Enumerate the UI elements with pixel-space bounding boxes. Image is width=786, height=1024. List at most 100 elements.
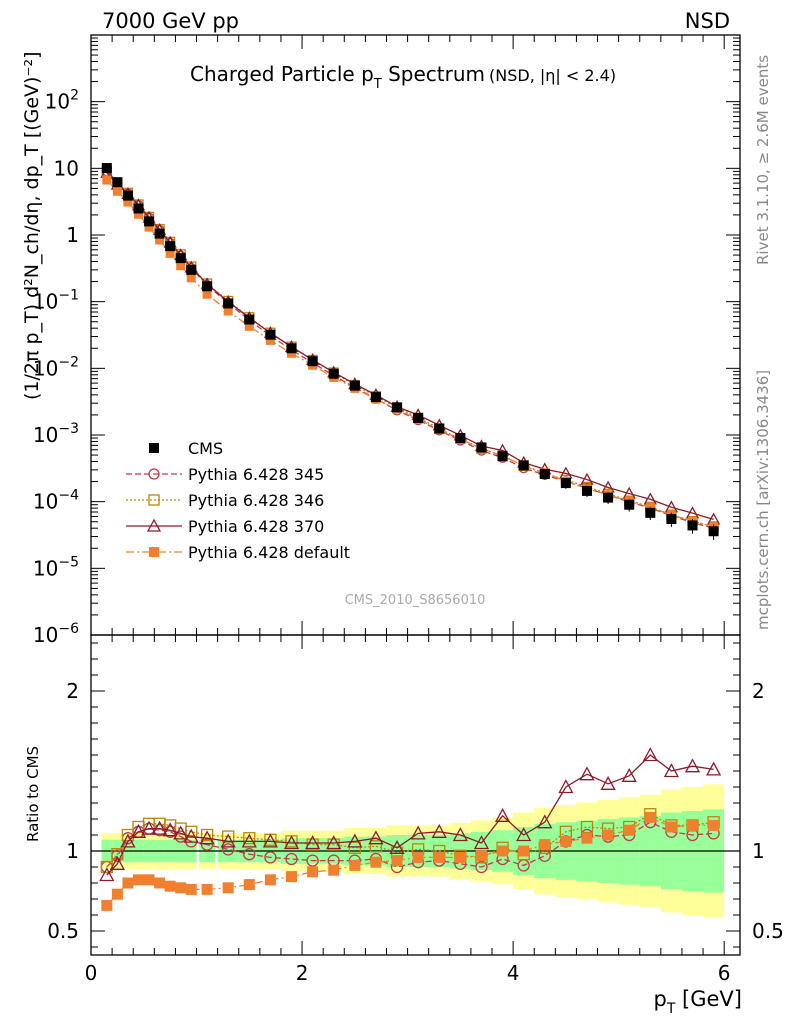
- ratio-point-4: [687, 819, 699, 831]
- data-point: [497, 451, 508, 462]
- x-tick-label: 6: [718, 961, 731, 985]
- legend: CMS Pythia 6.428 345 Pythia 6.428 346 Pythi…: [126, 439, 350, 562]
- y-tick-label-base: 10: [33, 290, 58, 314]
- ratio-point-4: [201, 883, 213, 895]
- legend-marker: [149, 547, 159, 557]
- ratio-point-3: [663, 763, 679, 778]
- ratio-point-4: [328, 864, 340, 876]
- ratio-point-4: [602, 829, 614, 841]
- ratio-point-2: [348, 841, 361, 854]
- ratio-y-tick-label-left: 1: [66, 839, 79, 863]
- y-tick-label-base: 10: [45, 90, 70, 114]
- ratio-point-2: [222, 830, 235, 843]
- y-tick-label: 1: [66, 223, 79, 247]
- data-point: [476, 442, 487, 453]
- ratio-point-3: [684, 758, 701, 773]
- y-tick-label-exp: −6: [58, 621, 79, 637]
- mc-point-4: [287, 348, 297, 358]
- ratio-point-3: [162, 822, 178, 837]
- data-point: [154, 228, 165, 239]
- ratio-point-4: [644, 811, 656, 823]
- x-tick-label: 2: [296, 961, 309, 985]
- data-point: [101, 163, 112, 174]
- y-tick-label-base: 10: [33, 356, 58, 380]
- ratio-point-4: [286, 871, 298, 883]
- ratio-point-3: [621, 767, 637, 782]
- main-title-text: Charged Particle p: [190, 62, 374, 86]
- data-point: [133, 203, 144, 214]
- energy-label: 7000 GeV pp: [102, 9, 239, 33]
- legend-label: CMS: [188, 439, 223, 458]
- ratio-point-3: [410, 825, 426, 840]
- ratio-point-1: [285, 852, 298, 866]
- ratio-point-4: [111, 888, 123, 900]
- mc-point-4: [265, 335, 275, 345]
- ratio-point-2: [111, 848, 124, 861]
- data-point: [434, 423, 445, 434]
- ratio-point-2: [185, 825, 198, 838]
- data-point: [603, 492, 614, 503]
- ratio-point-1: [200, 838, 214, 851]
- data-point: [307, 356, 318, 367]
- ratio-panel: 0 2 4 6 0.5 0.5 1 1 2 2 Ratio to CMS pT [GeV]: [24, 634, 784, 1017]
- main-title: Charged Particle pT Spectrum (NSD, |η| < …: [190, 62, 616, 92]
- ratio-point-3: [516, 827, 532, 842]
- y-tick-label-exp: −4: [58, 488, 79, 504]
- ratio-point-3: [347, 833, 363, 848]
- data-point: [581, 485, 592, 496]
- ratio-point-3: [173, 825, 189, 840]
- ratio-point-4: [264, 874, 276, 886]
- y-tick-label-base: 10: [33, 623, 58, 647]
- legend-marker-data: [149, 443, 159, 453]
- data-point: [202, 281, 213, 292]
- data-point: [518, 460, 529, 471]
- data-point: [539, 469, 550, 480]
- data-point: [413, 412, 424, 423]
- data-point: [560, 478, 571, 489]
- legend-label: Pythia 6.428 345: [188, 465, 324, 484]
- mc-line-3: [106, 172, 714, 520]
- ratio-point-4: [222, 882, 234, 894]
- ratio-point-3: [262, 833, 278, 848]
- ratio-point-4: [175, 882, 187, 894]
- y-tick-label-exp: 2: [70, 88, 79, 104]
- ratio-y-tick-label-right: 2: [752, 679, 765, 703]
- y-tick-label-exp: −1: [58, 288, 79, 304]
- mcplots-label: mcplots.cern.ch [arXiv:1306.3436]: [754, 370, 772, 630]
- ratio-point-4: [665, 821, 677, 833]
- mc-line-1: [106, 170, 714, 529]
- ratio-point-4: [349, 859, 361, 871]
- ratio-point-1: [243, 848, 256, 861]
- mc-point-4: [244, 321, 254, 331]
- ratio-y-tick-label-right: 0.5: [752, 919, 784, 943]
- ratio-point-4: [581, 832, 593, 844]
- data-point: [349, 380, 360, 391]
- x-axis-label-unit: [GeV]: [675, 987, 742, 1011]
- process-label: NSD: [685, 9, 730, 33]
- ratio-point-3: [431, 823, 447, 838]
- rivet-version-label: Rivet 3.1.10, ≥ 2.6M events: [754, 55, 772, 265]
- ratio-line-3: [106, 754, 714, 876]
- y-tick-label-base: 1: [66, 223, 79, 247]
- y-tick-label-base: 10: [33, 490, 58, 514]
- mc-point-4: [102, 175, 112, 185]
- ratio-point-4: [708, 819, 720, 831]
- data-point: [392, 402, 403, 413]
- ratio-point-4: [307, 866, 319, 878]
- ratio-y-tick-label-left: 2: [66, 679, 79, 703]
- ratio-point-3: [183, 828, 199, 843]
- ratio-point-3: [579, 766, 595, 781]
- ratio-point-4: [623, 824, 635, 836]
- ratio-point-4: [122, 877, 134, 889]
- watermark: CMS_2010_S8656010: [345, 593, 486, 608]
- x-axis-label-sub: T: [666, 1001, 676, 1017]
- data-point: [328, 368, 339, 379]
- ratio-point-1: [475, 860, 488, 874]
- ratio-point-4: [475, 850, 487, 862]
- x-axis-label-main: p: [653, 987, 666, 1011]
- ratio-point-4: [497, 845, 509, 857]
- legend-label: Pythia 6.428 default: [188, 543, 350, 562]
- main-plot-area: [100, 163, 721, 540]
- data-point: [624, 499, 635, 510]
- ratio-point-2: [243, 832, 256, 845]
